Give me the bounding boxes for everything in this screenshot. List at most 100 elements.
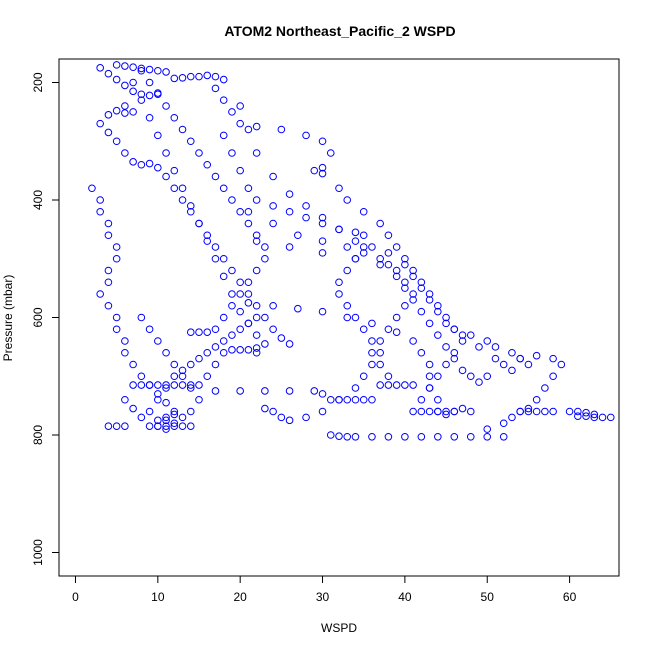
data-point xyxy=(219,348,228,357)
data-point xyxy=(532,351,541,360)
data-point xyxy=(368,360,376,369)
x-tick-label: 50 xyxy=(481,590,495,604)
data-point xyxy=(376,381,384,389)
data-point xyxy=(219,184,228,193)
data-point xyxy=(466,372,475,381)
data-point xyxy=(244,278,253,287)
data-point xyxy=(137,372,146,381)
data-point xyxy=(359,243,368,251)
data-point xyxy=(417,407,426,416)
data-point xyxy=(154,131,162,140)
data-point xyxy=(129,360,137,369)
data-point xyxy=(425,372,434,381)
data-point xyxy=(154,66,162,75)
data-point xyxy=(121,149,129,157)
data-point xyxy=(261,404,269,413)
data-point xyxy=(302,213,310,222)
x-tick-label: 30 xyxy=(316,590,330,604)
data-point xyxy=(425,296,434,304)
data-point xyxy=(154,416,162,425)
data-point xyxy=(417,307,426,316)
data-point xyxy=(409,296,417,304)
data-point xyxy=(442,360,450,369)
data-point xyxy=(508,413,516,422)
data-point xyxy=(236,387,244,395)
data-point xyxy=(392,272,401,281)
data-point xyxy=(384,260,393,269)
data-point xyxy=(516,407,524,416)
data-point xyxy=(434,307,442,316)
data-point xyxy=(219,272,228,281)
data-point xyxy=(532,407,541,416)
data-point xyxy=(351,395,360,404)
data-point xyxy=(236,207,244,216)
data-point xyxy=(219,96,228,104)
data-point xyxy=(590,413,599,422)
data-point xyxy=(491,343,500,351)
data-point xyxy=(450,348,459,357)
data-point xyxy=(359,249,368,257)
data-point xyxy=(162,384,170,392)
data-point xyxy=(351,254,360,263)
data-point xyxy=(211,72,220,81)
y-tick-label: 400 xyxy=(31,190,45,210)
data-point xyxy=(186,381,195,389)
data-point xyxy=(269,172,277,181)
data-series xyxy=(137,313,203,433)
data-point xyxy=(392,313,401,322)
data-point xyxy=(186,422,195,430)
data-point xyxy=(112,61,121,69)
data-point xyxy=(104,219,113,228)
data-series xyxy=(112,61,269,357)
data-point xyxy=(409,381,417,389)
data-point xyxy=(310,166,319,175)
data-point xyxy=(261,254,269,263)
data-point xyxy=(368,432,376,441)
data-point xyxy=(162,348,170,357)
data-point xyxy=(368,337,376,345)
data-point xyxy=(499,432,508,441)
data-point xyxy=(409,266,417,275)
data-point xyxy=(186,407,195,416)
data-point xyxy=(112,137,121,146)
data-point xyxy=(359,231,368,240)
data-point xyxy=(104,128,113,137)
data-point xyxy=(417,284,426,292)
data-point xyxy=(318,307,327,316)
data-point xyxy=(252,149,261,157)
data-point xyxy=(326,149,335,157)
data-point xyxy=(458,404,467,413)
data-point xyxy=(170,113,179,122)
data-point xyxy=(252,122,261,131)
data-point xyxy=(277,125,286,134)
data-point xyxy=(104,301,113,310)
data-point xyxy=(359,325,368,334)
data-point xyxy=(541,384,549,392)
data-point xyxy=(236,346,244,354)
data-point xyxy=(170,74,179,83)
data-point xyxy=(557,360,566,369)
data-point xyxy=(244,207,253,216)
data-point xyxy=(401,432,409,441)
data-point xyxy=(203,372,212,381)
data-point xyxy=(137,381,146,389)
data-point xyxy=(145,325,154,334)
data-point xyxy=(178,184,187,193)
data-point xyxy=(458,337,467,345)
data-point xyxy=(137,313,146,322)
data-point xyxy=(450,407,459,416)
data-point xyxy=(244,125,253,134)
data-point xyxy=(121,395,129,404)
data-point xyxy=(294,304,302,313)
data-point xyxy=(162,172,170,181)
data-point xyxy=(261,313,269,322)
data-point xyxy=(425,319,434,328)
data-point xyxy=(343,395,352,404)
data-point xyxy=(434,372,442,381)
data-series xyxy=(244,299,475,419)
data-point xyxy=(145,91,154,100)
data-point xyxy=(211,343,220,351)
data-point xyxy=(466,331,475,339)
data-point xyxy=(145,159,154,168)
data-point xyxy=(351,228,360,237)
